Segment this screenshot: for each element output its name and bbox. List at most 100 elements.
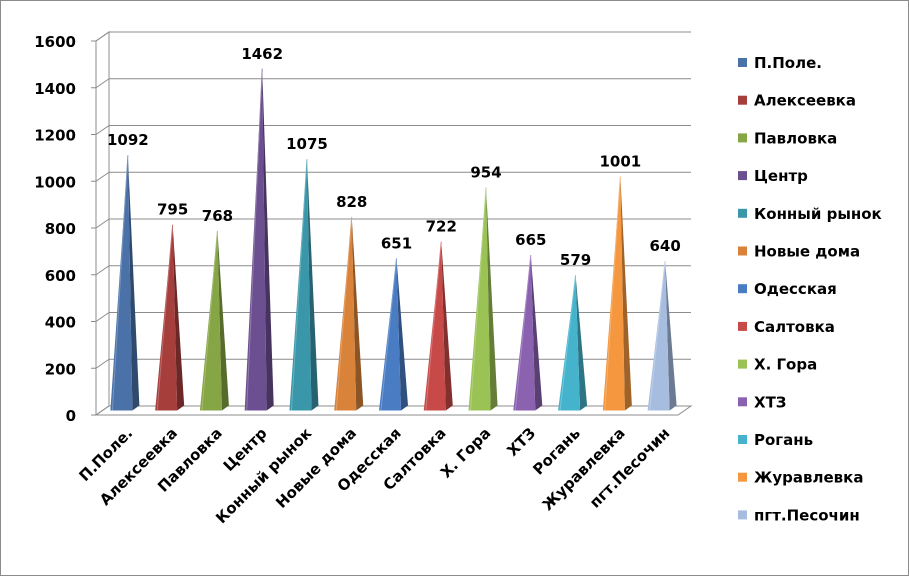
legend-label: ХТЗ	[754, 393, 786, 411]
gridline-side	[95, 405, 110, 416]
legend-swatch	[738, 95, 747, 105]
value-label: 795	[157, 201, 188, 219]
x-tick-label: Алексеевка	[96, 424, 181, 509]
bar-11	[558, 275, 588, 411]
legend-swatch	[738, 435, 747, 444]
legend-item: Х. Гора	[738, 356, 817, 374]
bars	[110, 68, 677, 411]
bar-side-face	[396, 258, 408, 411]
bar-10	[513, 255, 543, 411]
legend-swatch	[738, 133, 747, 143]
legend-swatch	[738, 171, 747, 181]
value-label: 665	[515, 231, 546, 249]
bar-4	[244, 68, 274, 411]
legend-swatch	[738, 208, 747, 218]
x-tick-label: ХТЗ	[503, 424, 539, 460]
gridline-side	[95, 312, 110, 322]
y-tick-label: 1000	[34, 173, 76, 191]
legend-label: Одесская	[754, 280, 837, 298]
x-tick-label: Х. Гора	[437, 424, 494, 481]
bar-side-face	[217, 230, 229, 411]
legend-item: Салтовка	[738, 318, 835, 336]
y-tick-label: 1400	[34, 80, 76, 98]
bar-edge	[559, 275, 577, 411]
bar-side-face	[530, 255, 543, 411]
bar-edge	[246, 68, 263, 411]
bar-edge	[201, 230, 218, 411]
legend-item: Новые дома	[738, 243, 860, 261]
y-axis-ticks: 0 200 400 600 800 1000 1200 1400 1600	[34, 33, 97, 425]
value-labels: 1092 795 768 1462 1075 828 651 722 954 665 579 1001…	[107, 45, 681, 269]
legend-swatch	[738, 284, 747, 294]
bar-side-face	[486, 187, 498, 411]
value-label: 768	[202, 207, 233, 225]
legend-item: Центр	[738, 167, 808, 185]
legend-item: Конный рынок	[738, 205, 882, 223]
value-label: 954	[470, 164, 501, 182]
bar-side-face	[620, 176, 632, 411]
legend-label: пгт.Песочин	[754, 506, 860, 524]
legend-item: Павловка	[738, 129, 837, 147]
y-tick-label: 1200	[34, 127, 76, 145]
legend-item: пгт.Песочин	[738, 506, 860, 524]
bar-2	[155, 224, 185, 411]
legend-item: Журавлевка	[738, 469, 863, 487]
bar-edge	[290, 159, 308, 411]
bar-side-face	[172, 224, 185, 411]
value-label: 579	[560, 251, 591, 269]
y-tick-label: 200	[45, 360, 76, 378]
gridline-side	[95, 171, 110, 182]
bar-13	[647, 260, 677, 411]
bar-12	[602, 176, 632, 411]
bar-edge	[470, 187, 487, 411]
bar-edge	[335, 216, 353, 411]
value-label: 722	[426, 218, 457, 236]
bar-1	[110, 155, 140, 411]
gridline-side	[95, 358, 110, 369]
y-tick-label: 600	[45, 267, 76, 285]
bar-side-face	[127, 155, 140, 411]
value-label: 828	[336, 193, 367, 211]
gridline-side	[95, 31, 110, 42]
gridline-side	[95, 78, 110, 89]
bar-8	[423, 241, 453, 411]
bar-edge	[649, 260, 666, 411]
legend-item: Одесская	[738, 280, 837, 298]
x-tick-label: пгт.Песочин	[586, 424, 673, 511]
bar-side-face	[262, 68, 274, 411]
legend-item: Рогань	[738, 431, 813, 449]
y-tick-label: 0	[66, 407, 76, 425]
legend-label: Новые дома	[754, 243, 860, 261]
legend-item: Алексеевка	[738, 92, 856, 110]
bar-edge	[111, 155, 129, 411]
bar-edge	[380, 258, 397, 411]
legend-label: Центр	[754, 167, 808, 185]
bar-edge	[514, 255, 532, 411]
bar-edge	[425, 241, 442, 411]
legend-swatch	[738, 472, 747, 482]
value-label: 1092	[107, 131, 149, 149]
legend-label: Рогань	[754, 431, 813, 449]
bar-side-face	[351, 216, 364, 411]
legend-item: П.Поле.	[738, 54, 822, 72]
legend: П.Поле. Алексеевка Павловка Центр Конный рын…	[738, 54, 882, 524]
bar-edge	[156, 224, 174, 411]
bar-3	[199, 230, 229, 411]
legend-label: Конный рынок	[754, 205, 882, 223]
legend-label: Алексеевка	[754, 92, 856, 110]
gridline-side	[95, 265, 110, 276]
value-label: 651	[381, 234, 412, 252]
legend-label: П.Поле.	[754, 54, 822, 72]
bar-edge	[604, 176, 621, 411]
gridline-side	[95, 125, 110, 135]
legend-label: Х. Гора	[754, 356, 817, 374]
bar-7	[379, 258, 408, 411]
value-label: 1001	[599, 153, 641, 171]
legend-swatch	[738, 58, 747, 67]
bar-side-face	[575, 275, 588, 411]
legend-label: Салтовка	[754, 318, 835, 336]
legend-item: ХТЗ	[738, 393, 786, 411]
legend-swatch	[738, 359, 747, 369]
